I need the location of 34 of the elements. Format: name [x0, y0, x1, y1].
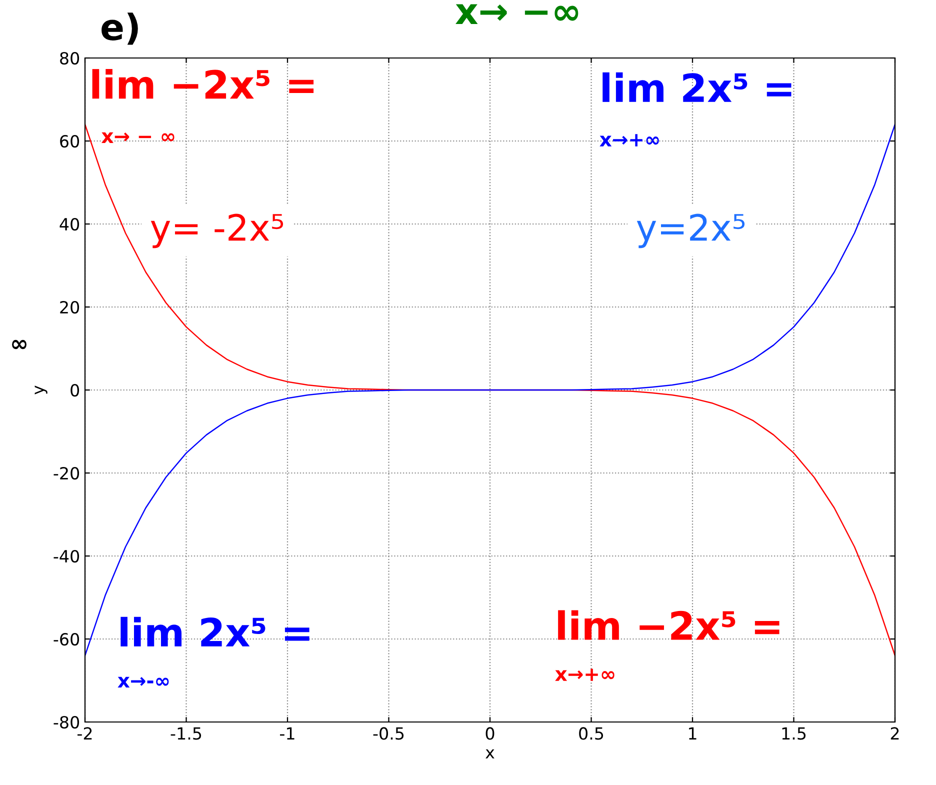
y-tick-label: 0 — [70, 384, 80, 397]
annotation: lim 2x⁵ = — [602, 72, 792, 102]
y-tick-label: -20 — [54, 466, 80, 480]
chart-title: e) — [102, 12, 138, 45]
annotation: x→-∞ — [118, 676, 169, 688]
annotation: lim −2x⁵ = — [558, 610, 780, 640]
annotation: y= -2x⁵ — [150, 214, 284, 248]
x-tick-label: 0.5 — [579, 727, 604, 740]
x-tick-label: -0.5 — [373, 727, 404, 740]
x-axis-title: x — [486, 749, 494, 758]
x-tick-label: 2 — [890, 727, 899, 740]
line-series — [85, 124, 895, 656]
y-tick-label: 20 — [60, 300, 80, 314]
annotation: lim 2x⁵ = — [120, 616, 310, 646]
x-tick-label: 0 — [486, 727, 494, 740]
x-tick-label: -1.5 — [170, 727, 202, 740]
x-tick-label: -2 — [78, 727, 92, 740]
y-tick-label: -40 — [54, 550, 80, 563]
annotation: lim −2x⁵ = — [92, 69, 314, 99]
x-tick-label: 1.5 — [782, 727, 806, 740]
y-tick-label: 60 — [60, 134, 80, 148]
x-tick-label: -1 — [280, 727, 294, 740]
y-tick-label: -80 — [54, 716, 80, 729]
y-tick-label: 80 — [60, 52, 80, 65]
annotation: x→ − ∞ — [101, 132, 174, 144]
annotation: y=2x⁵ — [636, 214, 745, 248]
x-tick-label: 1 — [689, 727, 696, 740]
y-tick-label: 40 — [60, 218, 80, 231]
annotation: x→+∞ — [555, 668, 614, 681]
annotation: x→+∞ — [600, 134, 659, 146]
text: x→ −∞ — [456, 4, 578, 24]
text: ∞ — [12, 340, 26, 350]
y-tick-label: -60 — [54, 632, 80, 646]
y-axis-title: y — [34, 386, 48, 394]
